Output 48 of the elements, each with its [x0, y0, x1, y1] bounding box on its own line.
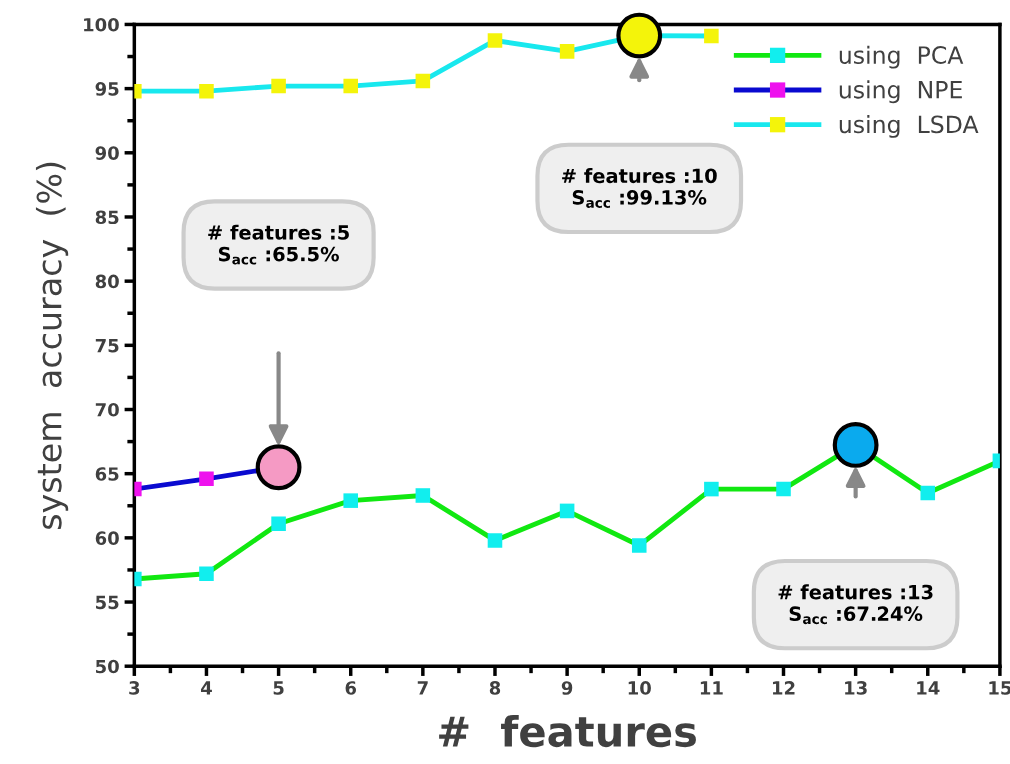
- point: [271, 78, 286, 94]
- x-tick-label: 5: [273, 681, 284, 695]
- x-tick-label: 14: [917, 681, 940, 695]
- x-tick-label: 7: [417, 681, 428, 695]
- y-tick-label: 65: [95, 467, 119, 481]
- point: [704, 481, 719, 497]
- y-tick-label: 75: [95, 339, 119, 353]
- x-tick-label: 3: [129, 681, 140, 695]
- point: [559, 503, 575, 519]
- point: [415, 488, 431, 503]
- point: [199, 566, 214, 582]
- annotation: # features :13 S$_{acc}$ :67.24%: [778, 584, 933, 625]
- point: [487, 533, 503, 548]
- y-tick-label: 95: [95, 82, 119, 96]
- x-tick-label: 4: [200, 681, 212, 695]
- y-tick-label: 60: [95, 531, 119, 545]
- y-tick-label: 70: [95, 402, 119, 417]
- point: [631, 538, 647, 553]
- annotation: # features :5 S$_{acc}$ :65.5%: [208, 224, 349, 265]
- point: [199, 83, 214, 99]
- point: [704, 28, 719, 44]
- point: [271, 516, 286, 532]
- point: [776, 481, 791, 497]
- legend-label: using LSDA: [839, 115, 979, 138]
- point: [343, 493, 359, 508]
- y-tick-label: 50: [96, 659, 119, 674]
- legend-label: using PCA: [839, 45, 964, 69]
- y-axis-title: system accuracy (%): [35, 162, 69, 529]
- point: [559, 44, 575, 59]
- point: [487, 33, 503, 48]
- point: [415, 73, 431, 89]
- point: [920, 485, 936, 501]
- x-tick-label: 13: [845, 681, 867, 695]
- y-tick-label: 100: [84, 17, 119, 32]
- x-axis-title: # features: [439, 714, 696, 748]
- y-tick-label: 80: [95, 274, 119, 289]
- x-tick-label: 9: [561, 681, 573, 695]
- x-tick-label: 11: [700, 681, 723, 695]
- x-tick-label: 8: [489, 681, 501, 695]
- x-tick-label: 12: [772, 681, 795, 695]
- y-tick-label: 90: [95, 146, 119, 160]
- y-tick-label: 85: [95, 210, 119, 225]
- x-tick-label: 10: [628, 681, 651, 695]
- legend-label: using NPE: [839, 80, 962, 104]
- point: [343, 78, 359, 94]
- x-tick-label: 6: [345, 681, 357, 695]
- annotation: # features :10 S$_{acc}$ :99.13%: [562, 168, 717, 208]
- y-tick-label: 55: [96, 595, 119, 610]
